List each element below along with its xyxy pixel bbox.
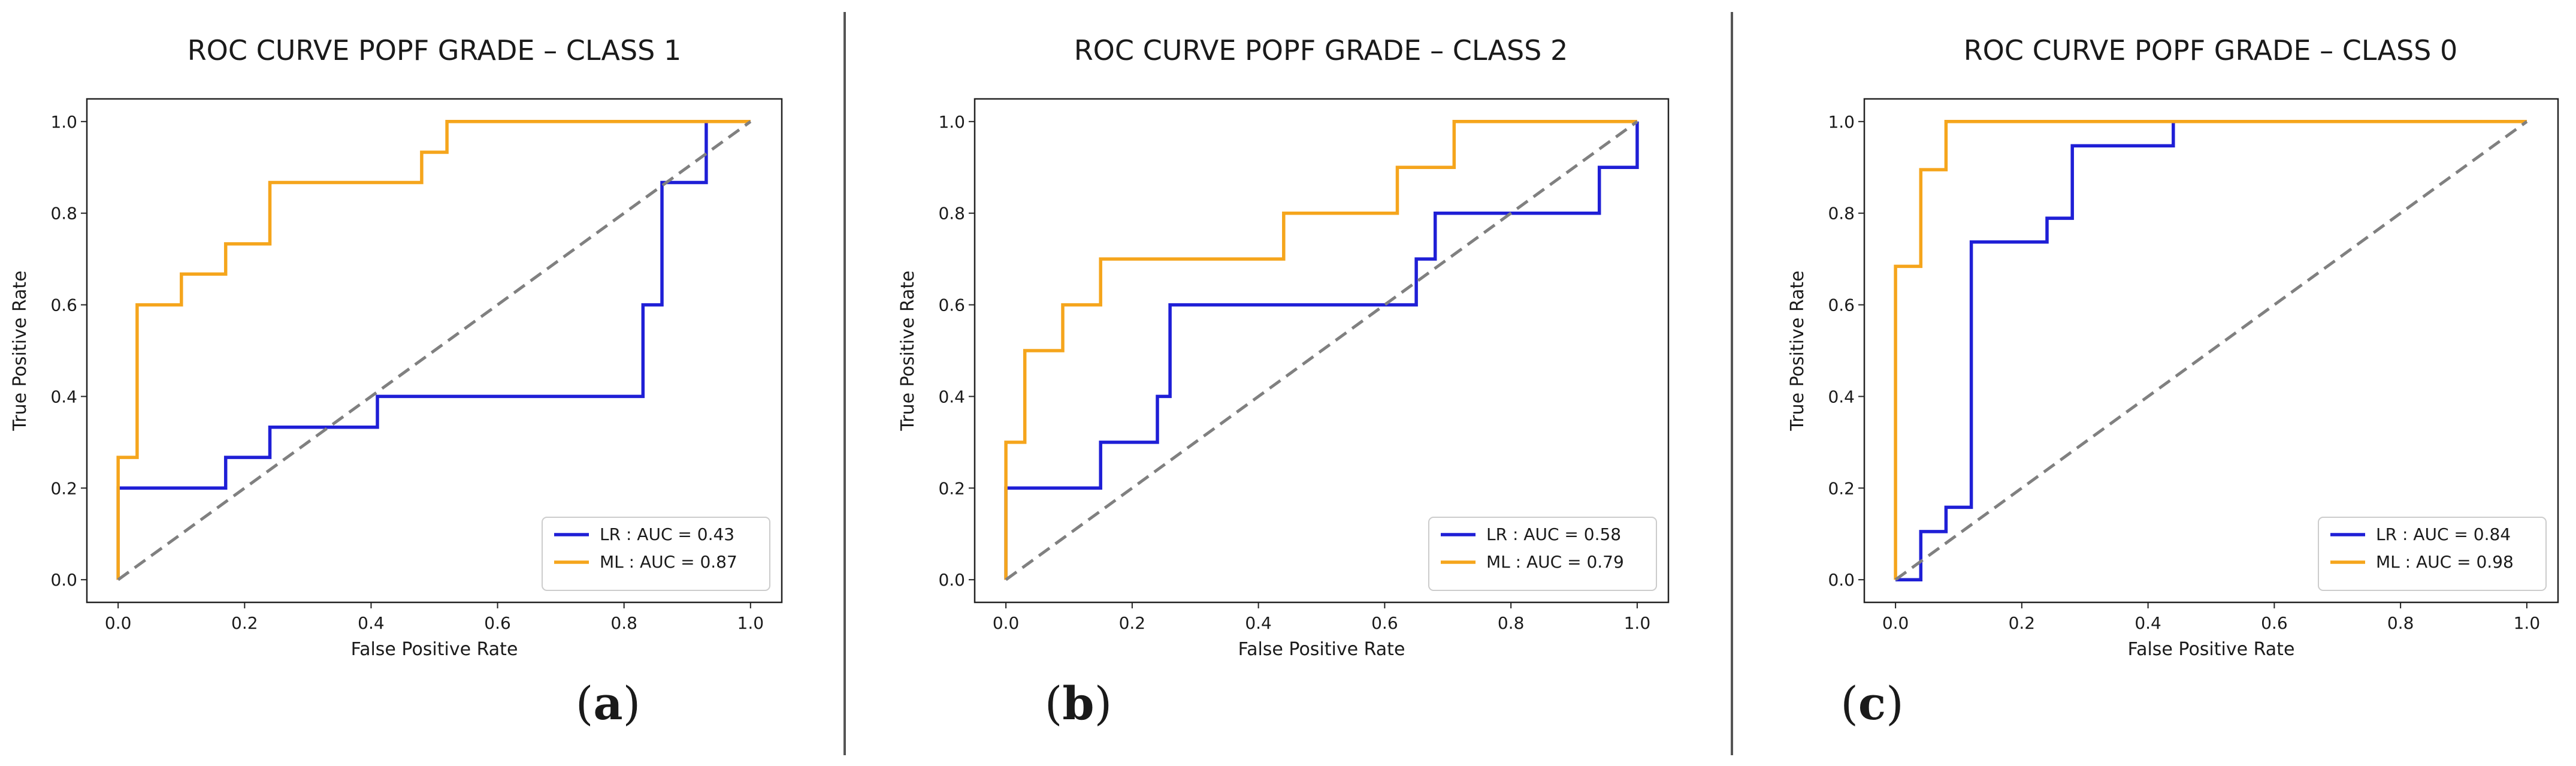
panel-c-ytick-label: 0.4 bbox=[1828, 387, 1855, 406]
panel-b-legend: LR : AUC = 0.58 ML : AUC = 0.79 bbox=[1428, 517, 1657, 591]
panel-c-xtick-label: 0.6 bbox=[2261, 613, 2288, 633]
panel-c-ytick-label: 0.6 bbox=[1828, 295, 1855, 315]
panel-c-letter: (c) bbox=[1840, 677, 1904, 730]
panel-b-title: ROC CURVE POPF GRADE – CLASS 2 bbox=[1074, 34, 1568, 67]
panel-b-letter-open: ( bbox=[1045, 677, 1063, 730]
panel-b-legend-box bbox=[1428, 517, 1657, 591]
panel-b-legend-label: LR : AUC = 0.58 bbox=[1486, 524, 1621, 544]
panel-a-letter-open: ( bbox=[576, 677, 594, 730]
panel-a-ml-curve bbox=[116, 120, 751, 580]
panel-b-xtick-label: 0.8 bbox=[1498, 613, 1525, 633]
panel-c-ytick-label: 0.0 bbox=[1828, 570, 1855, 590]
panel-a-legend-label: LR : AUC = 0.43 bbox=[600, 524, 734, 544]
panel-b-ml-curve bbox=[1004, 120, 1637, 580]
panel-c-letter-close: ) bbox=[1886, 677, 1904, 730]
panel-a-chance-line bbox=[117, 120, 752, 581]
panel-a-legend-label: ML : AUC = 0.87 bbox=[600, 552, 737, 572]
panel-b-xlabel: False Positive Rate bbox=[1238, 639, 1405, 660]
panel-b-axes-frame bbox=[973, 98, 1670, 604]
panel-a-group: ROC CURVE POPF GRADE – CLASS 1 0.0 0.2 0.4 0… bbox=[10, 34, 783, 730]
panel-a-xtick-label: 0.4 bbox=[358, 613, 385, 633]
panel-a-letter: (a) bbox=[576, 677, 641, 730]
panel-a-legend: LR : AUC = 0.43 ML : AUC = 0.87 bbox=[542, 517, 770, 591]
panel-b-xtick-label: 0.0 bbox=[993, 613, 1020, 633]
panel-a-ytick-label: 0.6 bbox=[50, 295, 77, 315]
panel-b-ytick-label: 0.6 bbox=[938, 295, 965, 315]
panel-b-xtick-label: 0.2 bbox=[1119, 613, 1146, 633]
panel-c-letter-char: c bbox=[1858, 677, 1886, 730]
panel-c-xtick-label: 0.4 bbox=[2134, 613, 2161, 633]
panel-b-xtick-label: 0.6 bbox=[1371, 613, 1398, 633]
panel-a-ytick-label: 1.0 bbox=[50, 112, 77, 132]
panel-c-title: ROC CURVE POPF GRADE – CLASS 0 bbox=[1964, 34, 2458, 67]
panel-c-ylabel: True Positive Rate bbox=[1787, 270, 1808, 431]
panel-c-letter-open: ( bbox=[1840, 677, 1858, 730]
panel-c-chance-line bbox=[1894, 120, 2528, 581]
panel-b-ylabel: True Positive Rate bbox=[897, 270, 918, 431]
panel-c-xtick-label: 0.2 bbox=[2009, 613, 2036, 633]
panel-a-ytick-label: 0.2 bbox=[50, 478, 77, 498]
panel-a-xtick-label: 0.6 bbox=[484, 613, 511, 633]
panel-b-xtick-label: 1.0 bbox=[1624, 613, 1651, 633]
panel-c-group: ROC CURVE POPF GRADE – CLASS 0 0.0 0.2 0.4 0… bbox=[1787, 34, 2559, 730]
panel-c-xtick-label: 0.8 bbox=[2387, 613, 2414, 633]
panel-a-ylabel: True Positive Rate bbox=[10, 270, 31, 431]
panel-b-ytick-label: 0.8 bbox=[938, 204, 965, 224]
panel-b-letter-close: ) bbox=[1095, 677, 1112, 730]
panel-c-xtick-label: 1.0 bbox=[2514, 613, 2541, 633]
panel-c-legend-box bbox=[2318, 517, 2547, 591]
panel-a-xtick-label: 0.2 bbox=[231, 613, 258, 633]
panel-c-axes-frame bbox=[1863, 98, 2559, 604]
panels-group: ROC CURVE POPF GRADE – CLASS 1 0.0 0.2 0.4 0… bbox=[10, 34, 2559, 730]
panel-a-ytick-label: 0.0 bbox=[50, 570, 77, 590]
panel-b-legend-label: ML : AUC = 0.79 bbox=[1486, 552, 1624, 572]
panel-a-letter-close: ) bbox=[623, 677, 641, 730]
panel-c-legend: LR : AUC = 0.84 ML : AUC = 0.98 bbox=[2318, 517, 2547, 591]
panel-a-xtick-label: 0.8 bbox=[610, 613, 637, 633]
panel-a-legend-box bbox=[542, 517, 770, 591]
panel-c-legend-label: LR : AUC = 0.84 bbox=[2376, 524, 2511, 544]
panel-b-xtick-label: 0.4 bbox=[1245, 613, 1272, 633]
panel-c-xtick-label: 0.0 bbox=[1882, 613, 1909, 633]
panel-a-xlabel: False Positive Rate bbox=[351, 639, 518, 660]
panel-a-lr-curve bbox=[116, 120, 751, 580]
panel-b-lr-curve bbox=[1004, 121, 1639, 580]
panel-b-letter-char: b bbox=[1062, 677, 1094, 730]
panel-c-ytick-label: 0.8 bbox=[1828, 204, 1855, 224]
panel-b-ytick-label: 1.0 bbox=[938, 112, 965, 132]
panel-b-letter: (b) bbox=[1045, 677, 1112, 730]
panel-b-group: ROC CURVE POPF GRADE – CLASS 2 0.0 0.2 0.4 0… bbox=[897, 34, 1670, 730]
panel-c-lr-curve bbox=[1895, 120, 2527, 581]
panel-c-xlabel: False Positive Rate bbox=[2128, 639, 2295, 660]
panel-c-ytick-label: 1.0 bbox=[1828, 112, 1855, 132]
panel-a-ytick-label: 0.8 bbox=[50, 204, 77, 224]
panel-b-ytick-label: 0.2 bbox=[938, 478, 965, 498]
panel-a-axes-frame bbox=[86, 98, 783, 604]
panel-b-ytick-label: 0.0 bbox=[938, 570, 965, 590]
panel-b-chance-line bbox=[1005, 120, 1638, 581]
panel-c-ytick-label: 0.2 bbox=[1828, 478, 1855, 498]
panel-c-legend-label: ML : AUC = 0.98 bbox=[2376, 552, 2514, 572]
panel-a-xtick-label: 0.0 bbox=[105, 613, 132, 633]
panel-c-ml-curve bbox=[1894, 120, 2527, 580]
panel-a-title: ROC CURVE POPF GRADE – CLASS 1 bbox=[188, 34, 682, 67]
panel-a-xtick-label: 1.0 bbox=[737, 613, 764, 633]
panel-b-ytick-label: 0.4 bbox=[938, 387, 965, 406]
panel-a-ytick-label: 0.4 bbox=[50, 387, 77, 406]
panel-a-letter-char: a bbox=[593, 677, 622, 730]
